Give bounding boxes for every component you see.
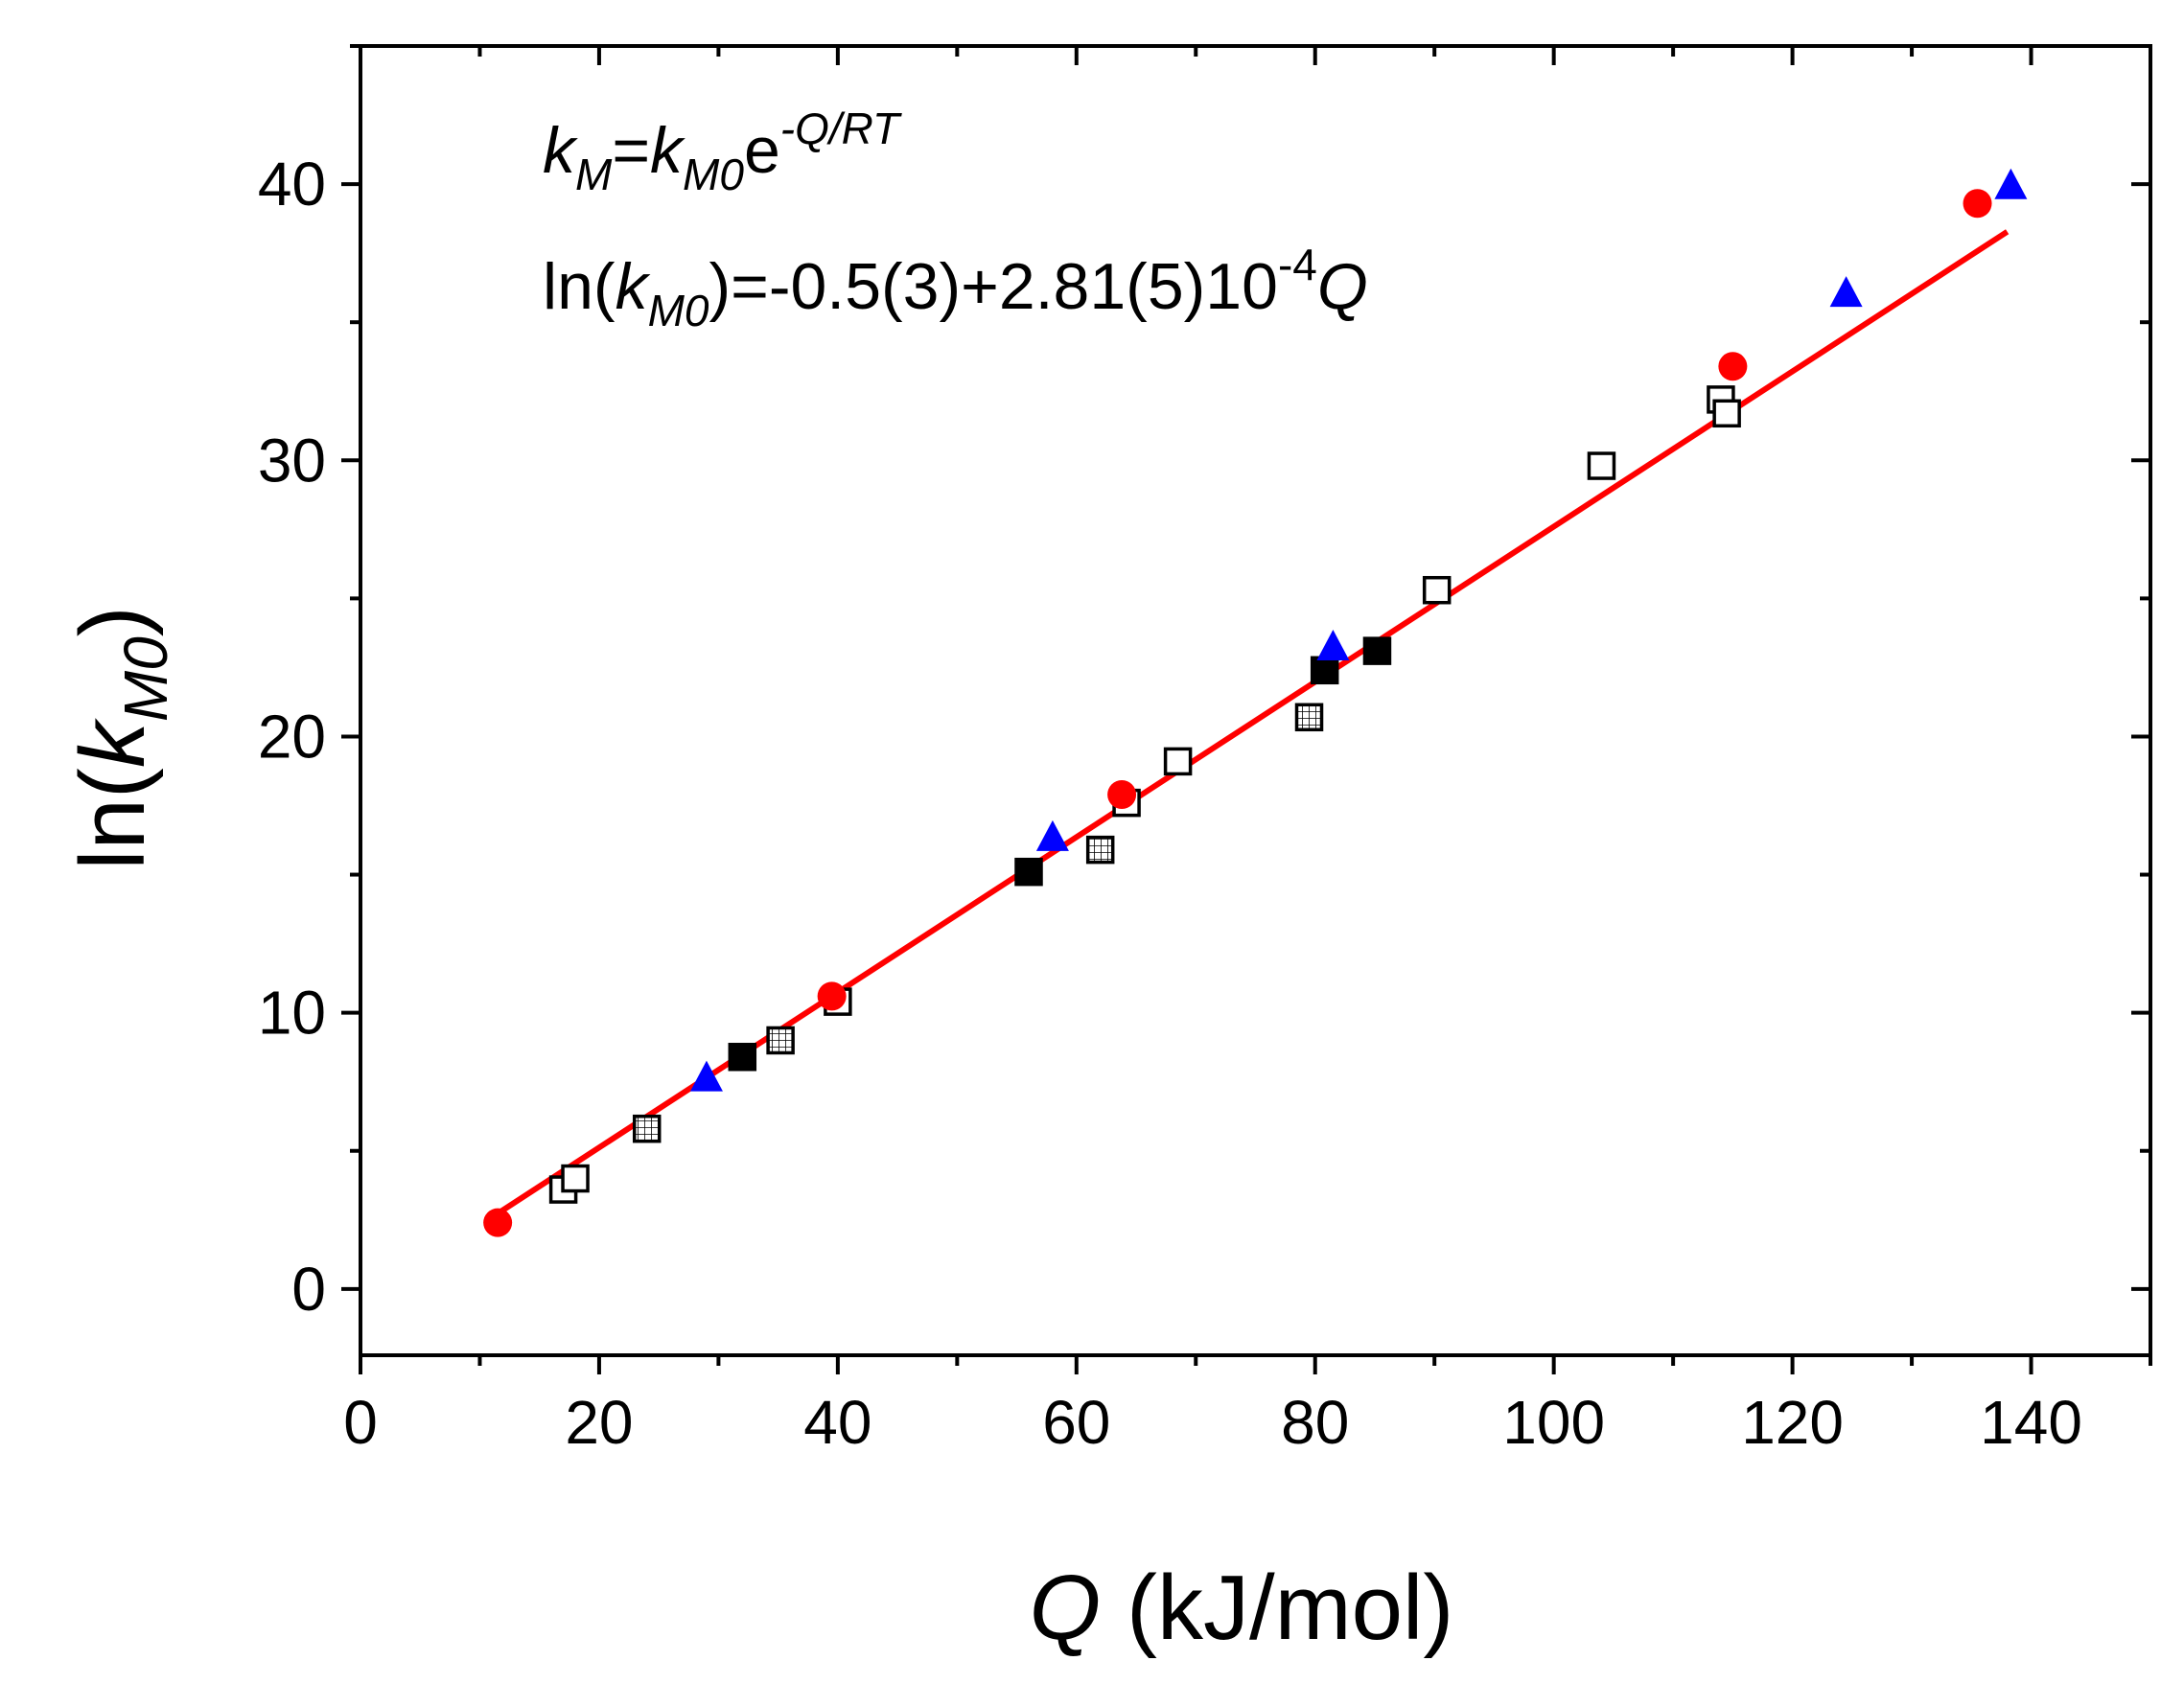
points-layer: [483, 168, 2028, 1237]
formula-line-2: ln(kM0)=-0.5(3)+2.81(5)10-4Q: [543, 240, 1368, 335]
formula-k2: k: [650, 114, 685, 187]
y-axis-title-suffix: ): [61, 606, 164, 636]
fit-line: [490, 229, 2010, 1220]
y-tick-label-10: 10: [258, 979, 326, 1048]
square-hatched-point-0: [632, 1114, 662, 1143]
square-hatched-point-3: [1294, 703, 1324, 732]
x-tick-label-120: 120: [1741, 1388, 1844, 1457]
y-tick-label-0: 0: [291, 1255, 326, 1324]
square-open-point-8: [1712, 399, 1741, 428]
y-tick-label-20: 20: [258, 702, 326, 771]
square-filled-point-1: [1014, 857, 1043, 887]
square-open-point-1: [561, 1164, 590, 1193]
fit-layer: [490, 229, 2010, 1220]
plot-frame: [359, 44, 2152, 1357]
x-tick-label-60: 60: [1042, 1388, 1110, 1457]
square-filled-point-0: [728, 1043, 757, 1072]
x-axis-title-units: (kJ/mol): [1101, 1557, 1453, 1659]
x-tick-label-40: 40: [803, 1388, 871, 1457]
x-tick-label-80: 80: [1281, 1388, 1349, 1457]
fit-prefix: ln(: [543, 250, 616, 323]
y-axis-title: ln(kM0): [61, 606, 180, 870]
y-axis-title-sub: M0: [111, 636, 180, 722]
x-tick-label-0: 0: [343, 1388, 378, 1457]
fit-exponent: -4: [1278, 240, 1317, 289]
y-axis-title-k: k: [61, 717, 164, 768]
square-filled-point-2: [1310, 656, 1339, 685]
x-axis-title: Q (kJ/mol): [1030, 1557, 1454, 1659]
formula-e: e: [744, 114, 780, 187]
circle-point-1: [817, 981, 847, 1011]
triangle-point-0: [689, 1060, 723, 1092]
triangle-point-2: [1316, 630, 1350, 661]
x-tick-label-100: 100: [1502, 1388, 1605, 1457]
x-axis-title-q: Q: [1030, 1557, 1102, 1659]
formula-exponent: -Q/RT: [780, 104, 902, 153]
x-axis: 0 20 40 60 80 100 120 140: [343, 46, 2152, 1457]
x-tick-label-140: 140: [1980, 1388, 2082, 1457]
y-tick-label-40: 40: [258, 150, 326, 219]
formula-line-1: kM=kM0e-Q/RT: [543, 104, 902, 199]
circle-point-4: [1963, 189, 1992, 219]
circle-point-0: [483, 1208, 513, 1237]
square-open-point-5: [1422, 575, 1452, 605]
fit-sub-m0: M0: [648, 286, 709, 335]
y-axis: 0 10 20 30 40: [258, 44, 2150, 1324]
x-tick-label-20: 20: [565, 1388, 633, 1457]
formula-k: k: [543, 114, 578, 187]
triangle-point-4: [1994, 168, 2028, 199]
fit-middle: )=-0.5(3)+2.81(5)10: [709, 250, 1277, 323]
square-hatched-point-2: [1085, 835, 1115, 865]
square-hatched-point-1: [766, 1026, 795, 1055]
y-axis-title-prefix: ln(: [61, 768, 164, 870]
triangle-point-3: [1829, 276, 1863, 308]
triangle-point-1: [1035, 819, 1069, 851]
formula-sub-m0: M0: [683, 150, 744, 199]
circle-point-3: [1718, 352, 1748, 381]
fit-q: Q: [1317, 250, 1368, 323]
formula-equals: =: [612, 114, 650, 187]
square-open-point-4: [1163, 747, 1193, 776]
square-filled-point-3: [1362, 636, 1392, 665]
formula-sub-m: M: [575, 150, 613, 199]
fit-k: k: [616, 250, 651, 323]
y-tick-label-30: 30: [258, 426, 326, 495]
circle-point-2: [1107, 779, 1137, 809]
square-open-point-6: [1587, 451, 1616, 480]
